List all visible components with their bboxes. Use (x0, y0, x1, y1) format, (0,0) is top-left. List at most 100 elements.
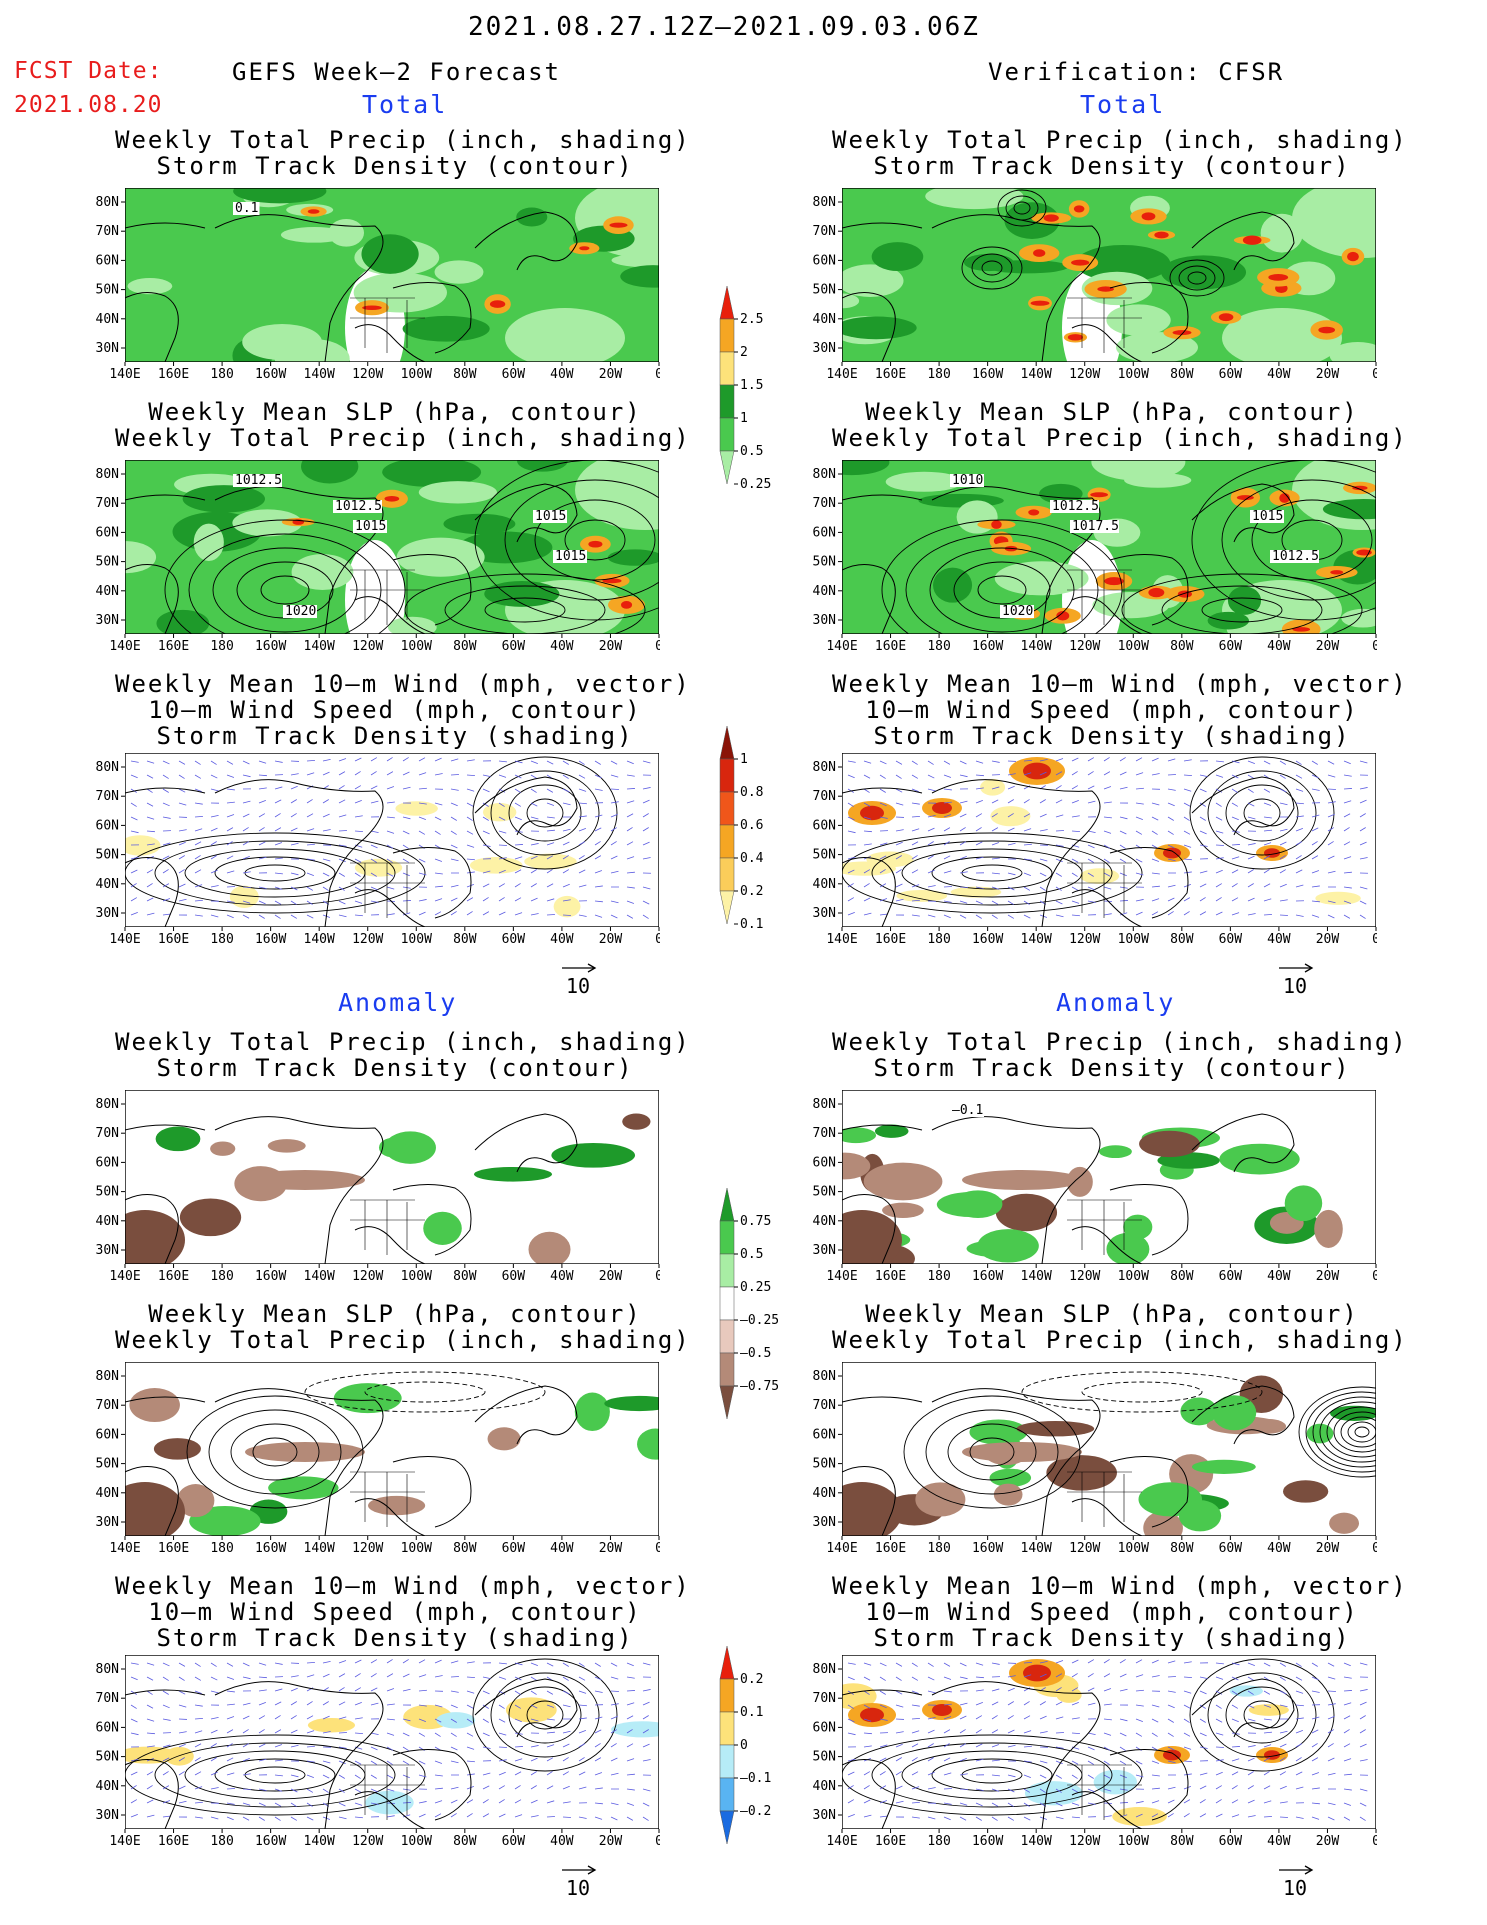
colorbar-svg: 0.750.50.25–0.25–0.5–0.75 (719, 1187, 779, 1420)
wind-vector (927, 788, 936, 792)
shading-area (1161, 255, 1247, 290)
wind-vector (927, 760, 934, 765)
wind-vector (1119, 1673, 1127, 1678)
wind-vector (1247, 802, 1255, 807)
wind-vector (530, 913, 539, 916)
wind-vector (610, 1816, 618, 1821)
wind-vector (959, 1702, 968, 1706)
wind-vector (959, 813, 967, 818)
lon-tick-label: 160W (972, 932, 1003, 947)
contour-line (1161, 585, 1323, 634)
wind-vector (498, 1732, 507, 1736)
wind-vector (498, 1718, 506, 1723)
section-total-right: Total (1080, 90, 1166, 119)
lon-tick-label: 80W (453, 1834, 477, 1849)
shading-area (842, 861, 896, 876)
wind-vector (1359, 1715, 1366, 1720)
wind-vector (927, 1690, 936, 1694)
wind-vector (242, 1715, 250, 1720)
shading-area (489, 300, 506, 308)
contour-line (997, 189, 1047, 227)
wind-vector (450, 816, 457, 821)
wind-vector (1023, 914, 1031, 919)
shading-area (860, 805, 884, 821)
wind-vector (1359, 760, 1368, 764)
colorbar-swatch (719, 857, 735, 892)
wind-vector (863, 869, 871, 874)
wind-vector (242, 900, 251, 904)
colorbar-swatch (719, 824, 735, 859)
wind-vector (1007, 900, 1014, 905)
contour-line (931, 1758, 1053, 1792)
lon-tick-label: 180 (927, 932, 950, 947)
state-borders (1067, 1199, 1142, 1255)
wind-vector (1119, 1732, 1127, 1737)
wind-vector (354, 771, 361, 776)
contour-line (1191, 460, 1376, 621)
contour-line (1178, 265, 1216, 291)
lon-tick-label: 40W (1267, 639, 1291, 654)
colorbar-precip-anomaly: 0.75 0.5 0.25 –0.25 –0.5 –0.75 (718, 1168, 788, 1443)
wind-vector (1215, 857, 1224, 860)
wind-vector (450, 884, 459, 888)
wind-vector (1295, 841, 1303, 846)
shading-area (977, 1229, 1039, 1263)
wind-vector (306, 872, 314, 876)
wind-vector (338, 1673, 346, 1678)
wind-vector (1247, 913, 1256, 916)
wind-vector (306, 799, 313, 804)
wind-vector (306, 1730, 315, 1734)
lon-tick-label: 140E (109, 1541, 140, 1556)
shading-area (1033, 249, 1046, 257)
wind-vector (642, 900, 650, 905)
wind-vector (194, 1676, 202, 1681)
shading-area (1207, 611, 1250, 630)
wind-vector (1135, 757, 1143, 762)
wind-vector (1039, 1673, 1047, 1678)
wind-vector (306, 1788, 314, 1793)
lat-tick-label: 50N (96, 1185, 119, 1200)
wind-vector (1215, 1771, 1223, 1776)
wind-vector (546, 898, 555, 902)
wind-vector (1311, 914, 1320, 918)
wind-vector (226, 1690, 235, 1693)
contour-line (504, 479, 659, 601)
wind-vector (927, 1716, 936, 1720)
lon-tick-label: 140W (1021, 1541, 1052, 1556)
wind-vector (1295, 1757, 1302, 1762)
wind-vector (482, 788, 490, 793)
wind-vector (386, 1659, 393, 1664)
wind-vector (1263, 1662, 1271, 1667)
lat-tick-label: 40N (96, 312, 119, 327)
wind-vector (418, 1689, 427, 1692)
map-cfsr-wind-total: 80N 70N 60N 50N 40N 30N 140E 160E 180 160W 140W 120… (797, 747, 1380, 971)
wind-vector (546, 829, 555, 832)
coastline (125, 776, 578, 927)
lon-tick-label: 80W (453, 1541, 477, 1556)
contour-line (252, 1437, 298, 1467)
wind-vector (210, 1816, 219, 1820)
lon-tick-label: 140W (1021, 1269, 1052, 1284)
wind-vector (1007, 914, 1014, 919)
wind-vector (466, 1799, 474, 1804)
wind-vector (578, 815, 587, 818)
contour-line (490, 770, 600, 856)
map-fcst-slp-total: 1012.5 1012.5 1015 1015 1015 1020 80N 70N 60N 50N… (80, 454, 663, 678)
wind-vector (895, 1785, 903, 1790)
wind-vector (338, 1701, 346, 1706)
wind-vector (1167, 1760, 1176, 1764)
shading-area (274, 338, 350, 362)
lon-tick-label: 0 (1372, 932, 1377, 947)
wind-vector (434, 1718, 442, 1723)
wind-vector (274, 857, 283, 860)
wind-vector (1167, 1690, 1176, 1693)
wind-vector (354, 886, 362, 891)
wind-vector (450, 1799, 458, 1804)
wind-vector (514, 883, 521, 888)
wind-vector (258, 841, 266, 846)
wind-vector (418, 816, 426, 820)
wind-vector (1103, 1673, 1111, 1678)
wind-vector (1199, 816, 1206, 821)
wind-vector (594, 1772, 603, 1776)
